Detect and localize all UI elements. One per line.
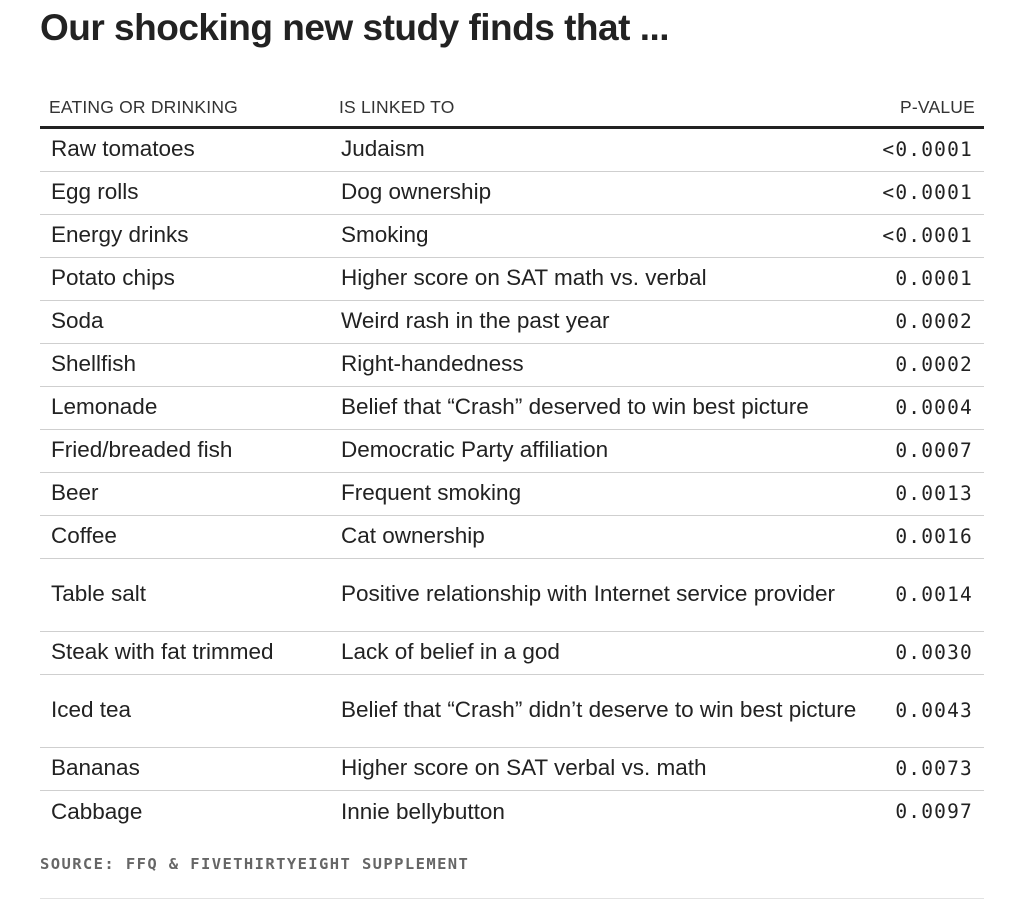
chart-title: Our shocking new study finds that ... bbox=[40, 7, 670, 48]
cell-linked-to: Smoking bbox=[341, 222, 429, 247]
cell-p-value: 0.0007 bbox=[895, 438, 973, 462]
table-row: Soda Weird rash in the past year 0.0002 bbox=[40, 301, 984, 344]
table-row: Bananas Higher score on SAT verbal vs. ma… bbox=[40, 748, 984, 791]
cell-linked-to: Higher score on SAT verbal vs. math bbox=[341, 755, 707, 780]
cell-p-value: 0.0016 bbox=[895, 524, 973, 548]
table-row: Steak with fat trimmed Lack of belief in … bbox=[40, 632, 984, 675]
table-body: Raw tomatoes Judaism <0.0001 Egg rolls Dog o… bbox=[40, 129, 984, 834]
cell-food: Energy drinks bbox=[51, 222, 189, 247]
table-row: Fried/breaded fish Democratic Party affil… bbox=[40, 430, 984, 473]
cell-linked-to: Judaism bbox=[341, 136, 425, 161]
column-header-linked: IS LINKED TO bbox=[339, 97, 455, 117]
cell-p-value: 0.0002 bbox=[895, 352, 973, 376]
table-row: Potato chips Higher score on SAT math vs.… bbox=[40, 258, 984, 301]
table-header: EATING OR DRINKING IS LINKED TO P-VALUE bbox=[40, 88, 984, 129]
cell-food: Iced tea bbox=[51, 697, 132, 722]
cell-p-value: 0.0097 bbox=[895, 800, 973, 823]
cell-linked-to: Democratic Party affiliation bbox=[341, 437, 609, 462]
cell-food: Shellfish bbox=[51, 351, 137, 376]
cell-p-value: 0.0043 bbox=[895, 698, 973, 722]
cell-food: Fried/breaded fish bbox=[51, 437, 233, 462]
cell-p-value: 0.0001 bbox=[895, 266, 973, 290]
cell-linked-to: Dog ownership bbox=[341, 179, 492, 204]
cell-linked-to: Belief that “Crash” didn’t deserve to wi… bbox=[341, 697, 857, 722]
table-row: Table salt Positive relationship with Int… bbox=[40, 559, 984, 632]
cell-food: Beer bbox=[51, 480, 99, 505]
table-row: Cabbage Innie bellybutton 0.0097 bbox=[40, 791, 984, 834]
cell-linked-to: Positive relationship with Internet serv… bbox=[341, 581, 835, 606]
table-row: Beer Frequent smoking 0.0013 bbox=[40, 473, 984, 516]
cell-food: Table salt bbox=[51, 581, 147, 606]
cell-food: Coffee bbox=[51, 523, 117, 548]
column-header-p-value: P-VALUE bbox=[900, 97, 975, 117]
table-row: Egg rolls Dog ownership <0.0001 bbox=[40, 172, 984, 215]
cell-linked-to: Lack of belief in a god bbox=[341, 639, 560, 664]
cell-food: Raw tomatoes bbox=[51, 136, 195, 161]
cell-linked-to: Higher score on SAT math vs. verbal bbox=[341, 265, 707, 290]
cell-p-value: <0.0001 bbox=[882, 137, 973, 161]
cell-p-value: 0.0013 bbox=[895, 481, 973, 505]
cell-p-value: 0.0073 bbox=[895, 756, 973, 780]
cell-linked-to: Cat ownership bbox=[341, 523, 485, 548]
cell-food: Lemonade bbox=[51, 394, 158, 419]
cell-food: Cabbage bbox=[51, 798, 143, 824]
cell-linked-to: Innie bellybutton bbox=[341, 798, 505, 824]
cell-p-value: 0.0014 bbox=[895, 582, 973, 606]
table-row: Shellfish Right-handedness 0.0002 bbox=[40, 344, 984, 387]
table-row: Iced tea Belief that “Crash” didn’t deser… bbox=[40, 675, 984, 748]
cell-food: Egg rolls bbox=[51, 179, 139, 204]
cell-food: Soda bbox=[51, 308, 104, 333]
cell-linked-to: Belief that “Crash” deserved to win best… bbox=[341, 394, 809, 419]
footer-divider bbox=[40, 898, 984, 899]
results-table: EATING OR DRINKING IS LINKED TO P-VALUE … bbox=[40, 88, 984, 834]
cell-food: Potato chips bbox=[51, 265, 175, 290]
table-row: Lemonade Belief that “Crash” deserved to … bbox=[40, 387, 984, 430]
cell-food: Bananas bbox=[51, 755, 140, 780]
cell-linked-to: Frequent smoking bbox=[341, 480, 522, 505]
table-row: Coffee Cat ownership 0.0016 bbox=[40, 516, 984, 559]
cell-food: Steak with fat trimmed bbox=[51, 639, 274, 664]
cell-linked-to: Weird rash in the past year bbox=[341, 308, 610, 333]
cell-linked-to: Right-handedness bbox=[341, 351, 524, 376]
table-row: Energy drinks Smoking <0.0001 bbox=[40, 215, 984, 258]
cell-p-value: <0.0001 bbox=[882, 223, 973, 247]
source-note: SOURCE: FFQ & FIVETHIRTYEIGHT SUPPLEMENT bbox=[40, 855, 470, 873]
column-header-food: EATING OR DRINKING bbox=[49, 97, 238, 117]
cell-p-value: 0.0030 bbox=[895, 640, 973, 664]
table-row: Raw tomatoes Judaism <0.0001 bbox=[40, 129, 984, 172]
cell-p-value: <0.0001 bbox=[882, 180, 973, 204]
cell-p-value: 0.0002 bbox=[895, 309, 973, 333]
cell-p-value: 0.0004 bbox=[895, 395, 973, 419]
